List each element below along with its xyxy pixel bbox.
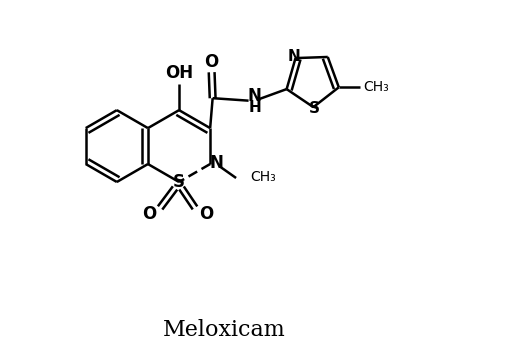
Text: CH₃: CH₃: [364, 80, 390, 94]
Text: Meloxicam: Meloxicam: [163, 319, 286, 341]
Text: N: N: [287, 49, 300, 64]
Text: O: O: [142, 205, 156, 223]
Text: N: N: [209, 154, 223, 172]
Text: O: O: [204, 53, 219, 71]
Text: OH: OH: [165, 64, 193, 82]
Text: S: S: [173, 173, 185, 191]
Text: CH₃: CH₃: [250, 170, 276, 184]
Text: H: H: [248, 100, 261, 115]
Text: S: S: [309, 101, 320, 116]
Text: O: O: [199, 205, 213, 223]
Text: N: N: [248, 87, 261, 105]
